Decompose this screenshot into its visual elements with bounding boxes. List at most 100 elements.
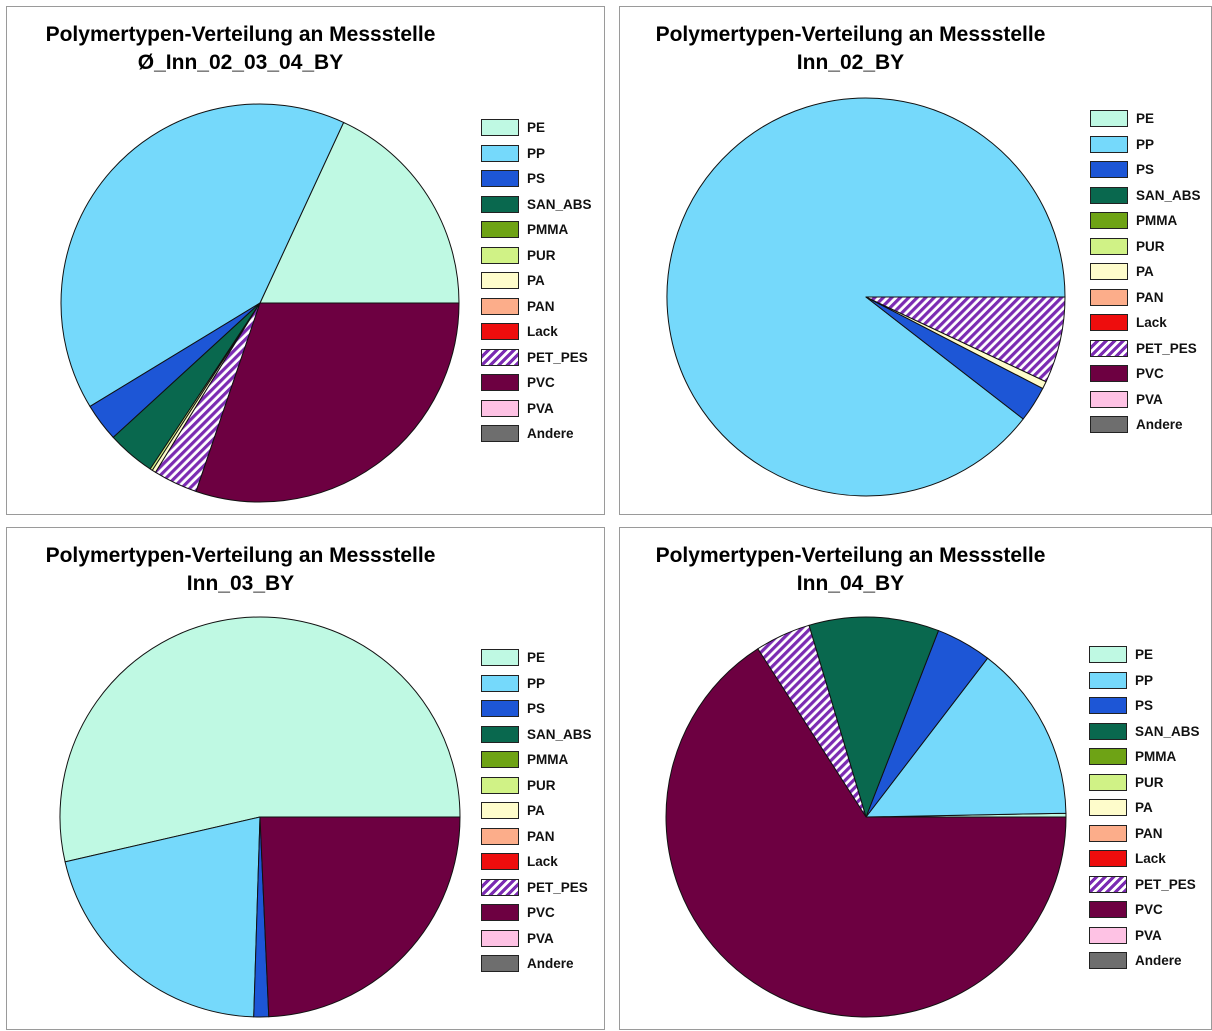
chart-title-line1: Polymertypen-Verteilung an Messstelle (45, 544, 436, 567)
legend-swatch-pvc (1089, 901, 1127, 918)
chart-title-line2: Inn_04_BY (796, 572, 905, 595)
legend-label: PVC (1136, 366, 1164, 381)
legend-swatch-pp (481, 144, 519, 162)
legend-label: PUR (527, 777, 556, 793)
legend-swatch-pa (1089, 799, 1127, 816)
legend-label: SAN_ABS (527, 726, 592, 742)
legend-label: PP (527, 145, 546, 161)
legend-swatch-san-abs (481, 195, 519, 213)
legend-swatch-pur (481, 776, 519, 794)
legend-swatch-pe (1089, 646, 1127, 663)
legend-label: PUR (527, 247, 556, 263)
legend-swatch-pp (1089, 671, 1127, 689)
legend-swatch-pur (481, 246, 519, 264)
chart-title: Polymertypen-Verteilung an Messstelle In… (620, 542, 1081, 598)
legend-label: PA (527, 803, 545, 818)
legend-swatch-pur (1090, 237, 1128, 255)
legend-label: PS (527, 171, 546, 186)
legend-label: PVA (1136, 391, 1163, 407)
chart-title-line1: Polymertypen-Verteilung an Messstelle (655, 544, 1046, 567)
legend-label: PAN (527, 828, 555, 844)
legend-swatch-lack (481, 853, 519, 870)
legend-label: Andere (527, 956, 574, 971)
legend-label: PVA (527, 400, 554, 416)
legend-label: PE (527, 120, 546, 135)
legend-swatch-lack (1089, 850, 1127, 867)
legend-label: Lack (527, 324, 558, 339)
legend-label: PAN (1135, 825, 1163, 841)
chart-panel-avg: Polymertypen-Verteilung an Messstelle Ø_… (6, 6, 605, 515)
legend-label: PS (1136, 162, 1155, 177)
legend-swatch-pet-pes (481, 878, 519, 896)
pie-slice-pvc (195, 302, 460, 503)
legend-swatch-pe (481, 119, 519, 136)
pie-slice-pe (59, 616, 461, 863)
legend-swatch-pe (481, 649, 519, 666)
legend-swatch-pvc (1090, 365, 1128, 382)
legend-label: PS (1135, 698, 1154, 713)
legend-label: Andere (1136, 417, 1183, 432)
legend-label: SAN_ABS (1135, 723, 1200, 739)
legend-swatch-ps (481, 700, 519, 717)
legend-label: PVC (1135, 902, 1163, 917)
pie-slice-pvc (665, 648, 1067, 1018)
pie-slice-pe (259, 121, 460, 304)
legend-label: PA (527, 273, 545, 288)
legend-swatch-pa (481, 802, 519, 819)
legend-label: PMMA (527, 222, 569, 237)
pie-slice-pp (64, 816, 261, 1018)
chart-panel-inn03: Polymertypen-Verteilung an Messstelle In… (6, 527, 605, 1030)
legend-label: PUR (1135, 774, 1164, 790)
legend-label: PVC (527, 375, 555, 390)
chart-title: Polymertypen-Verteilung an Messstelle Ø_… (7, 21, 474, 77)
legend-label: PE (1136, 111, 1155, 126)
legend-label: PE (527, 650, 546, 665)
legend-label: PMMA (1135, 749, 1177, 764)
legend-label: Andere (1135, 953, 1182, 968)
legend-label: PVA (527, 930, 554, 946)
pie-slice-pp (865, 657, 1067, 818)
legend-swatch-pva (1089, 926, 1127, 944)
legend-label: PS (527, 701, 546, 716)
legend-label: PP (527, 675, 546, 691)
legend-swatch-pa (1090, 263, 1128, 280)
legend-label: PVA (1135, 927, 1162, 943)
chart-title: Polymertypen-Verteilung an Messstelle In… (620, 21, 1081, 77)
legend-label: PAN (527, 298, 555, 314)
legend-label: PET_PES (527, 879, 588, 895)
legend-swatch-pur (1089, 773, 1127, 791)
chart-title-line2: Ø_Inn_02_03_04_BY (137, 51, 344, 74)
legend-swatch-andere (1090, 416, 1128, 433)
legend-label: PET_PES (1135, 876, 1196, 892)
legend-swatch-pmma (481, 751, 519, 768)
chart-title-line1: Polymertypen-Verteilung an Messstelle (45, 23, 436, 46)
chart-title-line2: Inn_03_BY (186, 572, 295, 595)
legend-swatch-ps (481, 170, 519, 187)
legend-label: Andere (527, 426, 574, 441)
legend-swatch-pmma (481, 221, 519, 238)
pie-slice-pp (60, 103, 345, 407)
legend-label: Lack (527, 854, 558, 869)
legend-swatch-ps (1090, 161, 1128, 178)
legend-label: Lack (1136, 315, 1167, 330)
legend-swatch-pp (481, 674, 519, 692)
legend-label: SAN_ABS (1136, 187, 1201, 203)
legend-label: PP (1135, 672, 1154, 688)
legend-swatch-pp (1090, 135, 1128, 153)
chart-panel-inn02: Polymertypen-Verteilung an Messstelle In… (619, 6, 1212, 515)
pie-chart (666, 97, 1066, 497)
pie-slice-pvc (259, 816, 461, 1018)
legend-swatch-san-abs (1090, 186, 1128, 204)
pie-chart (59, 616, 461, 1018)
legend-label: Lack (1135, 851, 1166, 866)
legend-label: PUR (1136, 238, 1165, 254)
chart-title: Polymertypen-Verteilung an Messstelle In… (7, 542, 474, 598)
pie-chart (60, 103, 460, 503)
pie-chart (665, 616, 1067, 1018)
legend-label: PMMA (1136, 213, 1178, 228)
legend-swatch-andere (481, 425, 519, 442)
legend-swatch-pmma (1090, 212, 1128, 229)
pie-slice-san-abs (808, 616, 939, 818)
legend-swatch-pvc (481, 904, 519, 921)
legend-swatch-pa (481, 272, 519, 289)
